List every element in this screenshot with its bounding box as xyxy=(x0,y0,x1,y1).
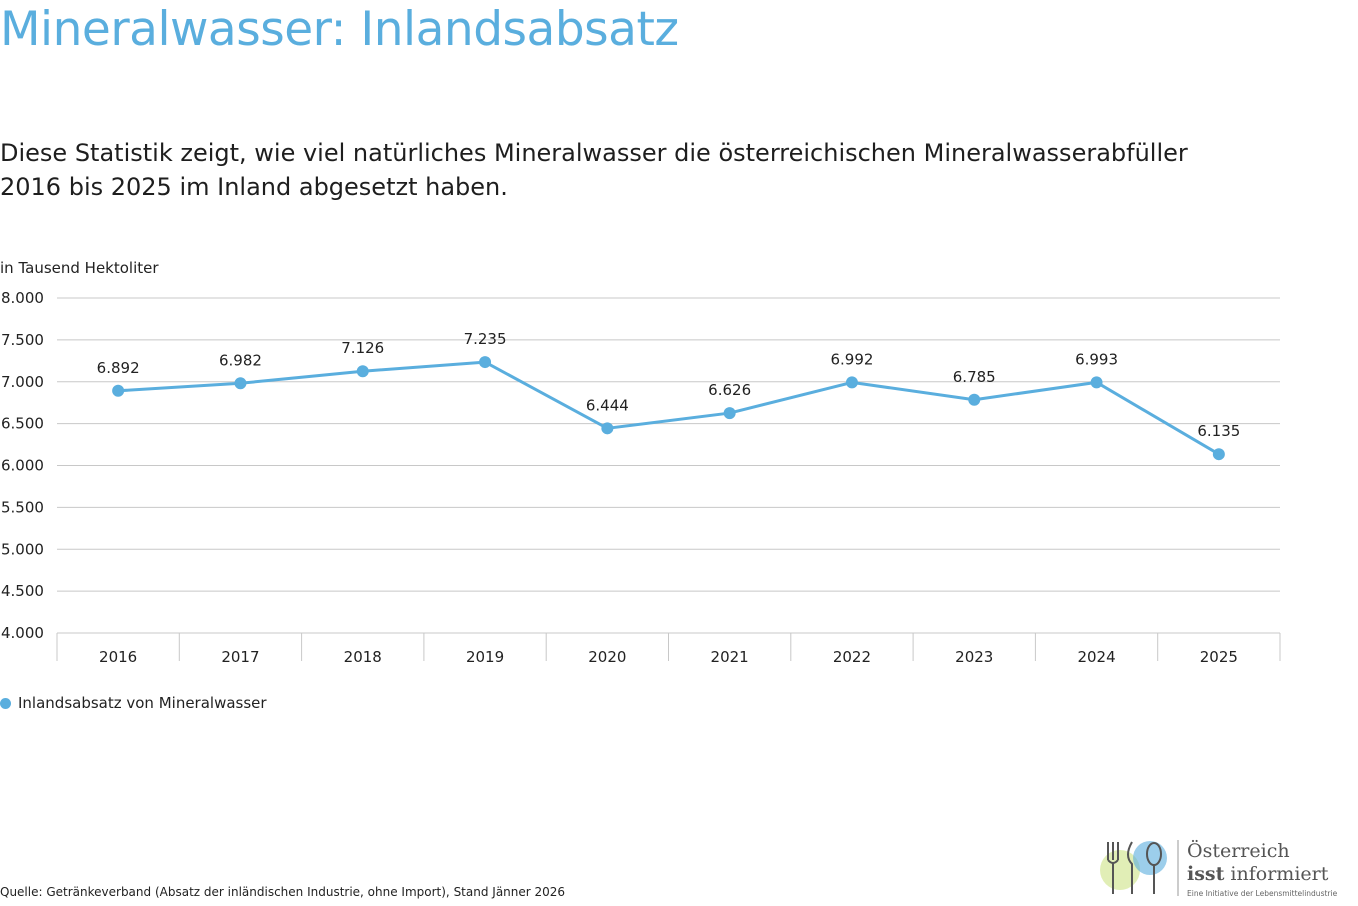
x-tick-label: 2018 xyxy=(344,648,382,666)
data-point xyxy=(1090,376,1103,389)
logo-text-line2: isst informiert xyxy=(1187,863,1329,885)
legend: Inlandsabsatz von Mineralwasser xyxy=(0,694,267,712)
legend-label: Inlandsabsatz von Mineralwasser xyxy=(18,694,267,712)
y-tick-label: 6.000 xyxy=(1,457,44,475)
logo-text-line1: Österreich xyxy=(1187,840,1290,862)
data-point xyxy=(234,377,247,390)
gridlines xyxy=(57,297,1280,634)
series-path xyxy=(118,360,1220,456)
x-tick-label: 2016 xyxy=(99,648,137,666)
chart-subtitle: Diese Statistik zeigt, wie viel natürlic… xyxy=(0,139,1188,201)
y-tick-label: 6.500 xyxy=(1,415,44,433)
data-label: 6.892 xyxy=(97,359,140,377)
data-point xyxy=(1212,448,1225,461)
data-label: 6.135 xyxy=(1197,422,1240,440)
y-tick-label: 5.500 xyxy=(1,498,44,516)
x-tick-label: 2020 xyxy=(588,648,626,666)
y-tick-label: 4.000 xyxy=(1,624,44,642)
x-tick-label: 2019 xyxy=(466,648,504,666)
data-point xyxy=(845,376,858,389)
data-point xyxy=(356,365,369,378)
series-line: 6.892 6.982 7.126 7.235 6.444 6.626 6.992 6.785… xyxy=(97,330,1240,461)
logo-tagline: Eine Initiative der Lebensmittelindustri… xyxy=(1187,889,1338,898)
chart-title: Mineralwasser: Inlandsabsatz xyxy=(0,2,679,57)
data-point xyxy=(112,384,125,397)
x-tick-label: 2024 xyxy=(1077,648,1115,666)
x-tick-label: 2022 xyxy=(833,648,871,666)
data-label: 6.992 xyxy=(830,350,873,368)
data-point xyxy=(723,407,736,420)
logo: Österreich isst informiert Eine Initiati… xyxy=(1098,836,1358,902)
x-tick-label: 2017 xyxy=(221,648,259,666)
data-label: 6.626 xyxy=(708,381,751,399)
source-note: Quelle: Getränkeverband (Absatz der inlä… xyxy=(0,885,566,899)
x-tick-label: 2025 xyxy=(1200,648,1238,666)
y-tick-label: 5.000 xyxy=(1,540,44,558)
data-point xyxy=(479,356,492,369)
data-label: 6.444 xyxy=(586,396,629,414)
cutlery-icon xyxy=(1100,840,1179,896)
x-tick-label: 2021 xyxy=(711,648,749,666)
y-tick-label: 4.500 xyxy=(1,582,44,600)
x-axis: 2016 2017 2018 2019 2020 2021 2022 2023 2024 2025 xyxy=(56,633,1281,666)
y-axis-label: in Tausend Hektoliter xyxy=(0,259,159,277)
data-label: 7.126 xyxy=(341,339,384,357)
data-point xyxy=(601,422,614,435)
y-tick-labels: 4.000 4.500 5.000 5.500 6.000 6.500 7.000 7.500… xyxy=(1,289,44,642)
y-tick-label: 8.000 xyxy=(1,289,44,307)
legend-marker xyxy=(0,697,11,709)
x-tick-label: 2023 xyxy=(955,648,993,666)
data-label: 7.235 xyxy=(464,330,507,348)
data-label: 6.982 xyxy=(219,351,262,369)
data-point xyxy=(968,393,981,406)
y-tick-label: 7.000 xyxy=(1,373,44,391)
data-label: 6.993 xyxy=(1075,350,1118,368)
data-label: 6.785 xyxy=(953,368,996,386)
y-tick-label: 7.500 xyxy=(1,331,44,349)
